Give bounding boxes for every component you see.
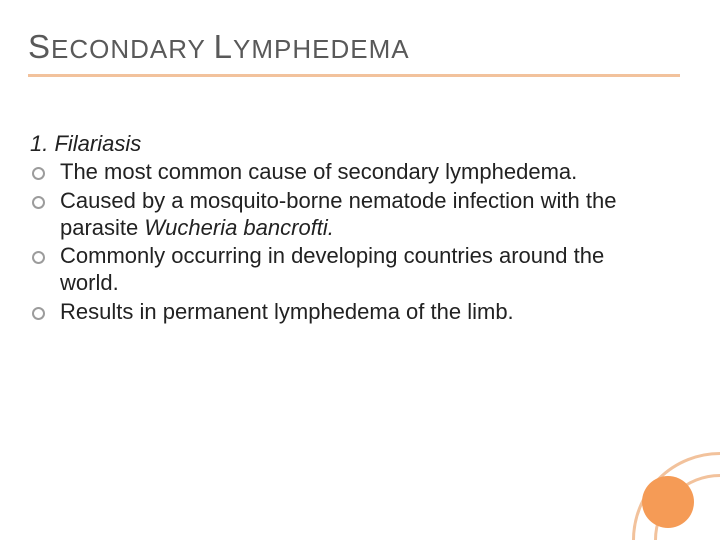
slide-title: SECONDARY LYMPHEDEMA xyxy=(28,28,682,66)
li-text: Commonly occurring in developing countri… xyxy=(60,243,604,295)
list-item: Caused by a mosquito-borne nematode infe… xyxy=(30,188,622,242)
circle-accent-icon xyxy=(642,476,694,528)
title-word-2: YMPHEDEMA xyxy=(233,34,410,64)
li-text: Results in permanent lymphedema of the l… xyxy=(60,299,514,324)
list-item: The most common cause of secondary lymph… xyxy=(30,159,622,186)
list-item: Commonly occurring in developing countri… xyxy=(30,243,622,297)
list-item: Results in permanent lymphedema of the l… xyxy=(30,299,622,326)
li-italic: Wucheria bancrofti. xyxy=(144,215,334,240)
subheading: 1. Filariasis xyxy=(30,131,622,157)
title-cap-l: L xyxy=(214,28,233,65)
li-text: The most common cause of secondary lymph… xyxy=(60,159,577,184)
bullet-list: The most common cause of secondary lymph… xyxy=(30,159,622,326)
body-content: 1. Filariasis The most common cause of s… xyxy=(28,131,682,326)
title-underline xyxy=(28,74,680,77)
slide: SECONDARY LYMPHEDEMA 1. Filariasis The m… xyxy=(0,0,720,540)
title-word-1: ECONDARY xyxy=(51,34,205,64)
corner-decoration xyxy=(600,440,720,540)
title-cap-s: S xyxy=(28,28,51,65)
title-space xyxy=(205,34,213,64)
